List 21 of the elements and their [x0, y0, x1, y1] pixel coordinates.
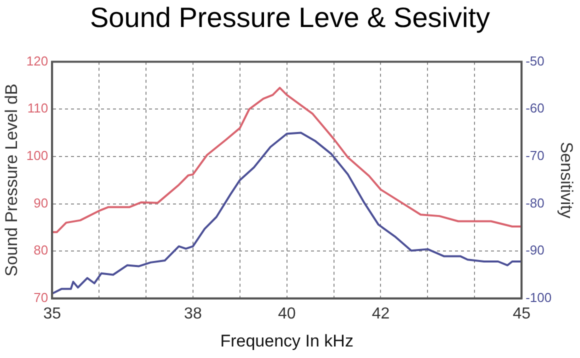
y2-axis-title: Sensitivity — [557, 142, 576, 219]
y2-tick-label: -90 — [526, 242, 544, 258]
x-tick-label: 38 — [184, 305, 202, 322]
y-tick-label: 100 — [26, 148, 48, 164]
y2-tick-label: -100 — [526, 290, 552, 305]
y-tick-label: 120 — [26, 53, 48, 68]
x-axis-title: Frequency In kHz — [220, 331, 354, 350]
y-tick-label: 90 — [34, 195, 48, 210]
y2-tick-label: -80 — [526, 195, 544, 210]
y-tick-label: 80 — [34, 242, 48, 258]
chart-title: Sound Pressure Leve & Sesivity — [89, 2, 491, 34]
y-tick-label: 70 — [34, 290, 48, 305]
x-tick-label: 42 — [372, 305, 390, 322]
y-tick-label: 110 — [27, 100, 48, 116]
x-tick-label: 45 — [512, 305, 531, 322]
y2-tick-label: -70 — [526, 148, 544, 164]
y2-tick-label: -50 — [526, 53, 544, 68]
y2-tick-label: -60 — [526, 100, 544, 116]
x-tick-label: 40 — [278, 305, 296, 322]
y-axis-title: Sound Pressure Level dB — [2, 84, 21, 276]
x-tick-label: 35 — [43, 305, 62, 322]
